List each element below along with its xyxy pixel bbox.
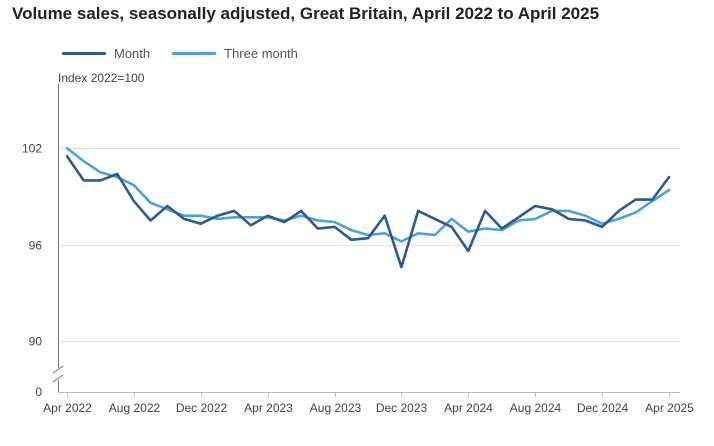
y-tick-label-zero: 0 (35, 385, 42, 399)
y-unit-label: Index 2022=100 (58, 71, 145, 85)
grid-layer (58, 148, 680, 342)
legend-swatch-three-month (172, 51, 217, 55)
chart-title: Volume sales, seasonally adjusted, Great… (12, 4, 600, 23)
y-tick-label-102: 102 (22, 142, 42, 156)
x-tick-label-28: Aug 2024 (510, 401, 562, 415)
legend-item-three-month[interactable]: Three month (172, 46, 298, 61)
x-tick-label-20: Dec 2023 (376, 401, 428, 415)
axis-break-mark-lower (52, 374, 64, 383)
series-layer (65, 146, 671, 269)
y-tick-label-96: 96 (29, 239, 43, 253)
x-tick-label-4: Aug 2022 (109, 401, 161, 415)
x-tick-label-0: Apr 2022 (43, 401, 92, 415)
series-line-month[interactable] (65, 155, 671, 269)
legend-swatch-month (62, 51, 106, 55)
axis-layer (52, 84, 680, 397)
x-tick-label-16: Aug 2023 (310, 401, 362, 415)
x-tick-label-36: Apr 2025 (645, 401, 694, 415)
x-tick-label-12: Apr 2023 (244, 401, 293, 415)
x-tick-label-32: Dec 2024 (577, 401, 629, 415)
legend-item-month[interactable]: Month (62, 46, 150, 61)
legend-label-three-month: Three month (224, 45, 298, 61)
x-tick-label-24: Apr 2024 (444, 401, 493, 415)
label-layer: 90 96 102 0 Index 2022=100 Apr 2022 Aug 2022 De… (22, 71, 694, 415)
legend: Month Three month (62, 44, 298, 62)
legend-label-month: Month (114, 45, 151, 61)
series-line-three-month[interactable] (65, 146, 671, 243)
axis-break-mark-upper (52, 365, 64, 374)
y-tick-label-90: 90 (29, 335, 43, 349)
x-tick-label-8: Dec 2022 (176, 401, 228, 415)
